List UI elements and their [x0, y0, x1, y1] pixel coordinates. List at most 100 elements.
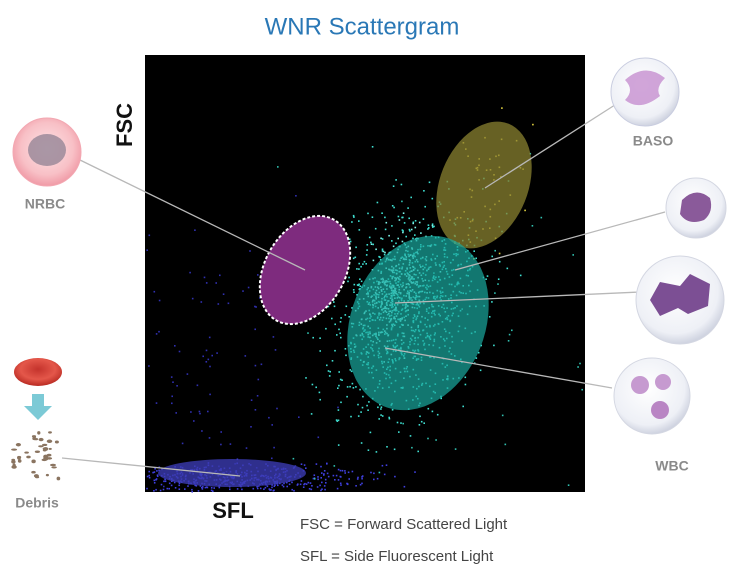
scatter-dot — [212, 490, 214, 492]
scatter-dot — [360, 442, 363, 444]
scatter-dot — [229, 443, 232, 445]
scatter-dot — [422, 218, 425, 220]
scatter-dot — [462, 405, 464, 408]
scatter-dot — [148, 365, 150, 367]
leader-line — [394, 291, 641, 304]
scatter-dot — [351, 382, 354, 385]
scatter-dot — [193, 420, 195, 422]
scatter-dot — [358, 220, 360, 222]
scatter-dot — [155, 488, 157, 491]
scatter-dot — [263, 488, 265, 490]
scatter-dot — [371, 146, 374, 148]
scatter-dot — [365, 254, 368, 256]
scatter-dot — [273, 485, 276, 487]
scatter-dot — [383, 473, 386, 476]
scatter-dot — [229, 488, 231, 491]
scatter-dot — [567, 484, 570, 486]
scatter-dot — [201, 488, 204, 490]
scatter-dot — [291, 481, 293, 484]
scatter-dot — [256, 487, 259, 490]
scatter-dot — [351, 221, 353, 223]
scatter-dot — [357, 284, 360, 287]
debris-particle — [56, 476, 61, 481]
scatter-dot — [254, 305, 256, 308]
scatter-dot — [385, 221, 388, 224]
scatter-dot — [511, 329, 513, 332]
scatter-dot — [376, 201, 379, 204]
scatter-dot — [200, 301, 203, 303]
scatter-dot — [215, 282, 217, 284]
scatter-dot — [531, 225, 534, 227]
scatter-dot — [353, 291, 355, 293]
debris-particle — [46, 439, 53, 444]
scatter-dot — [168, 482, 171, 485]
scatter-dot — [155, 402, 158, 404]
scatter-dot — [174, 487, 177, 489]
scatter-dot — [158, 299, 161, 302]
scatter-dot — [295, 195, 297, 197]
scatter-dot — [519, 274, 522, 277]
scatter-dot — [369, 431, 372, 434]
debris-particle — [11, 459, 16, 464]
scatter-dot — [357, 415, 360, 417]
scatter-dot — [358, 283, 360, 286]
scatter-dot — [358, 229, 361, 231]
scatter-dot — [431, 197, 434, 200]
scatter-dot — [156, 470, 158, 472]
scatter-dot — [175, 412, 177, 414]
scatter-dot — [196, 384, 199, 387]
scatter-dot — [156, 475, 159, 477]
scatter-dot — [373, 472, 375, 475]
wbc-cluster — [347, 235, 489, 411]
scatter-dot — [360, 411, 362, 413]
scatter-dot — [349, 240, 352, 243]
scatter-dot — [383, 253, 386, 256]
scatter-dot — [320, 489, 322, 492]
scatter-dot — [191, 488, 193, 491]
scatter-dot — [394, 475, 396, 478]
scatter-dot — [333, 301, 335, 303]
scatter-dot — [186, 373, 189, 375]
scatter-dot — [347, 471, 350, 474]
scatter-dot — [317, 436, 320, 439]
scatter-dot — [319, 484, 321, 487]
scatter-dot — [194, 484, 196, 487]
scatter-dot — [164, 478, 166, 481]
scatter-dot — [249, 250, 251, 252]
scatter-dot — [173, 481, 176, 484]
scatter-dot — [384, 251, 386, 254]
scatter-dot — [325, 482, 327, 484]
scatter-dot — [380, 408, 382, 410]
scatter-dot — [300, 480, 303, 482]
scatter-dot — [309, 482, 312, 484]
scatter-dot — [307, 332, 309, 334]
scatter-dot — [178, 482, 181, 484]
scatter-dot — [408, 228, 411, 231]
scatter-dot — [440, 397, 442, 400]
scatter-dot — [361, 482, 363, 485]
scatter-dot — [323, 470, 326, 472]
scatter-dot — [259, 297, 261, 299]
scatter-dot — [291, 488, 293, 491]
scatter-dot — [432, 226, 434, 228]
scatter-dot — [375, 451, 378, 453]
scatter-dot — [402, 212, 405, 214]
scatter-dot — [397, 237, 399, 240]
scatter-dot — [402, 422, 404, 425]
scatter-dot — [195, 485, 198, 487]
scatter-dot — [384, 228, 387, 231]
scatter-dot — [581, 388, 583, 391]
scatter-dot — [271, 457, 273, 460]
scatter-dot — [367, 212, 369, 215]
scatter-dot — [353, 216, 355, 218]
scatter-dot — [346, 482, 348, 485]
scatter-dot — [393, 206, 395, 209]
scatter-dot — [207, 410, 209, 413]
scatter-dot — [331, 317, 333, 320]
scatter-dot — [339, 469, 342, 472]
scatter-dot — [403, 222, 406, 224]
scatter-dot — [274, 484, 276, 486]
debris-particle — [26, 455, 31, 459]
scatter-dot — [176, 385, 178, 387]
scatter-dot — [152, 471, 154, 474]
